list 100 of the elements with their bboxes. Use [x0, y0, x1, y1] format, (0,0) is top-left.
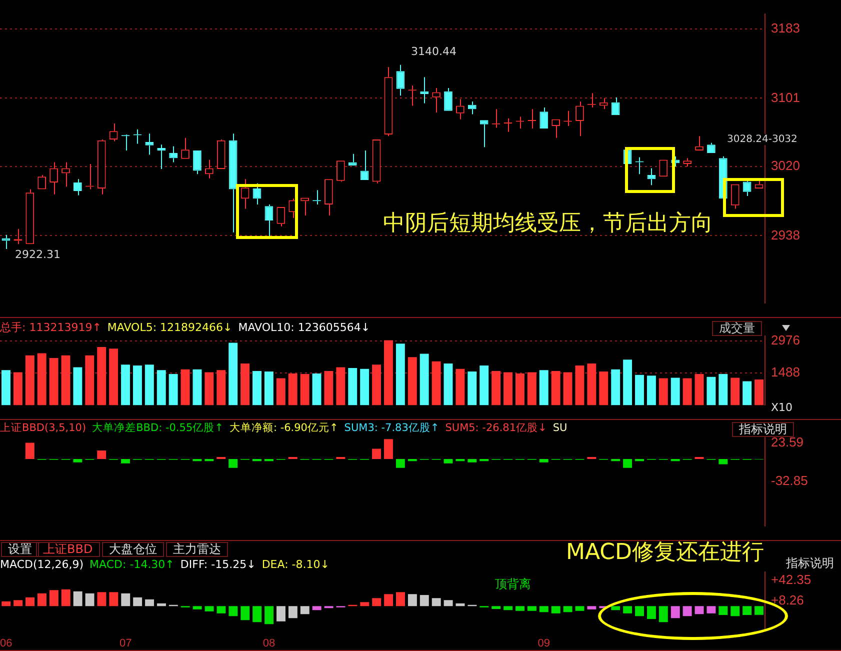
- bar: [694, 456, 704, 460]
- annotation: 3028.24-3032: [726, 134, 798, 145]
- bar: [444, 459, 453, 464]
- bar: [61, 355, 70, 406]
- candlestick: [50, 162, 58, 195]
- bar: [408, 594, 417, 606]
- candlestick: [528, 108, 536, 130]
- bar: [14, 600, 23, 606]
- bar: [37, 593, 46, 606]
- candlestick: [2, 234, 10, 250]
- bar: [718, 459, 728, 464]
- bar: [575, 606, 584, 611]
- bar: [504, 606, 513, 610]
- bar: [168, 374, 178, 406]
- candlestick: [193, 150, 202, 175]
- bar: [515, 374, 524, 406]
- text: 指标说明: [732, 422, 794, 438]
- y-tick-label: 3183: [771, 20, 800, 36]
- bar: [372, 364, 382, 406]
- bar: [49, 590, 58, 606]
- text: SUM3: -7.83亿股↑: [344, 422, 440, 435]
- text: SUM5: -26.81亿股↓: [445, 422, 547, 435]
- x-tick-label: 09: [538, 637, 550, 650]
- bar: [623, 360, 632, 406]
- bar: [670, 606, 680, 618]
- bar: [85, 593, 94, 606]
- bar: [288, 456, 298, 460]
- text: 总手: 113213919↑: [0, 321, 102, 334]
- bar: [575, 366, 584, 406]
- bar: [646, 376, 656, 406]
- bar: [25, 355, 34, 406]
- bar: [156, 370, 166, 406]
- bar: [730, 378, 740, 406]
- bar: [121, 459, 130, 464]
- y-tick-label: +8.26: [771, 592, 804, 608]
- candlestick: [444, 88, 452, 111]
- bar: [1, 370, 10, 406]
- annotation: 2922.31: [14, 248, 62, 262]
- candlestick: [468, 101, 476, 115]
- candlestick: [157, 144, 166, 170]
- bar: [694, 606, 704, 614]
- candlestick: [384, 66, 393, 137]
- bar: [480, 366, 489, 406]
- bar: [109, 592, 118, 606]
- bar: [646, 606, 656, 619]
- bar: [372, 598, 382, 606]
- bar: [456, 368, 465, 406]
- candlestick: [576, 101, 584, 137]
- bar: [551, 606, 560, 614]
- bar: [312, 374, 322, 406]
- bar: [192, 606, 202, 610]
- text: X10: [771, 401, 793, 414]
- bar: [694, 374, 704, 406]
- bar: [97, 592, 106, 606]
- bar: [240, 363, 250, 406]
- candlestick: [480, 120, 488, 148]
- text: 指标说明: [786, 556, 834, 570]
- text: 上证BBD: [36, 542, 100, 558]
- x-tick-label: 07: [120, 637, 132, 650]
- bar: [754, 606, 764, 615]
- text: MAVOL10: 123605564↓: [238, 321, 370, 334]
- bar: [204, 372, 214, 406]
- bar: [132, 366, 142, 406]
- bar: [432, 598, 441, 606]
- bar: [539, 606, 548, 612]
- bar: [228, 342, 238, 406]
- bar: [216, 456, 226, 460]
- bar: [682, 378, 692, 406]
- bar: [336, 367, 346, 406]
- text: 设置: [1, 542, 39, 558]
- bar: [73, 591, 82, 606]
- text: DIFF: -15.25↓: [180, 558, 256, 572]
- bar: [670, 378, 680, 406]
- bar: [527, 372, 536, 406]
- bar: [587, 606, 596, 610]
- bar: [706, 606, 716, 614]
- candlestick: [264, 204, 274, 239]
- bar: [97, 450, 106, 460]
- bar: [145, 599, 154, 606]
- bar: [539, 459, 548, 462]
- bar: [73, 367, 82, 406]
- bar: [360, 368, 370, 406]
- bar: [658, 606, 668, 622]
- bar: [13, 372, 22, 406]
- bar: [121, 364, 130, 406]
- bar: [396, 459, 405, 468]
- bar: [109, 348, 118, 406]
- bar: [587, 363, 596, 406]
- bar: [133, 597, 142, 606]
- candlestick: [228, 133, 238, 233]
- bar: [706, 376, 716, 406]
- annotation: 顶背离: [495, 577, 531, 592]
- y-tick-label: +42.35: [771, 572, 812, 587]
- candlestick: [396, 64, 405, 96]
- y-tick-label: 1488: [771, 364, 800, 380]
- bar: [97, 346, 106, 406]
- bar: [216, 606, 226, 614]
- bar: [288, 374, 298, 406]
- y-tick-label: 2976: [771, 332, 800, 348]
- bar: [682, 606, 692, 616]
